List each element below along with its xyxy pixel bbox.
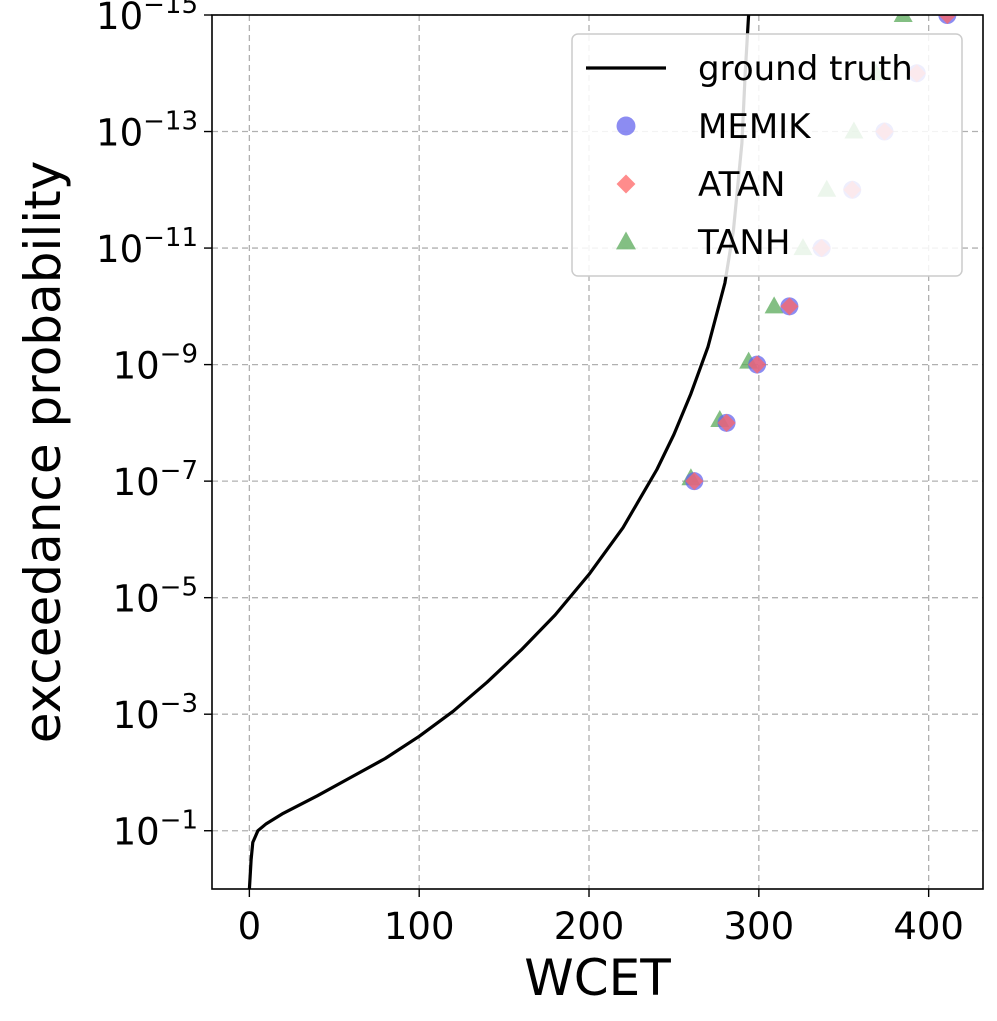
x-axis-title: WCET bbox=[524, 949, 671, 1007]
x-tick-label: 400 bbox=[893, 905, 964, 948]
y-axis-title: exceedance probability bbox=[14, 161, 72, 744]
legend-box bbox=[571, 33, 963, 277]
point-atan bbox=[717, 413, 736, 432]
plot-frame bbox=[211, 14, 984, 890]
legend-label-memik: MEMIK bbox=[698, 107, 812, 147]
point-atan bbox=[685, 472, 704, 491]
legend-label-ground-truth: ground truth bbox=[698, 49, 913, 89]
legend: ground truth MEMIK ATAN TANH bbox=[571, 33, 963, 277]
legend-swatch-memik bbox=[616, 116, 636, 136]
point-atan bbox=[780, 297, 799, 316]
x-axis-ticks: 0 100 200 300 400 bbox=[238, 889, 964, 948]
x-tick-label: 300 bbox=[724, 905, 795, 948]
y-tick-label: 10−15 bbox=[96, 0, 198, 38]
y-axis-ticks: 10−1 10−3 10−5 10−7 10−9 10−11 10−13 10−15 bbox=[96, 0, 212, 854]
y-tick-label: 10−7 bbox=[113, 456, 198, 504]
y-tick-label: 10−1 bbox=[113, 806, 198, 854]
x-tick-label: 0 bbox=[238, 905, 262, 948]
legend-swatch-tanh bbox=[616, 231, 636, 250]
point-atan bbox=[748, 355, 767, 374]
x-tick-label: 200 bbox=[554, 905, 625, 948]
y-tick-label: 10−5 bbox=[113, 573, 198, 621]
point-atan bbox=[938, 15, 957, 24]
y-tick-label: 10−13 bbox=[96, 107, 198, 155]
legend-swatch-atan bbox=[616, 174, 636, 194]
point-tanh bbox=[893, 15, 913, 22]
y-tick-label: 10−11 bbox=[96, 223, 198, 271]
series-line-ground-truth bbox=[247, 15, 751, 889]
y-tick-label: 10−3 bbox=[113, 689, 198, 737]
legend-label-atan: ATAN bbox=[698, 165, 785, 205]
legend-label-tanh: TANH bbox=[697, 223, 790, 263]
point-tanh bbox=[764, 296, 784, 314]
x-tick-label: 100 bbox=[384, 905, 455, 948]
y-tick-label: 10−9 bbox=[113, 340, 198, 388]
